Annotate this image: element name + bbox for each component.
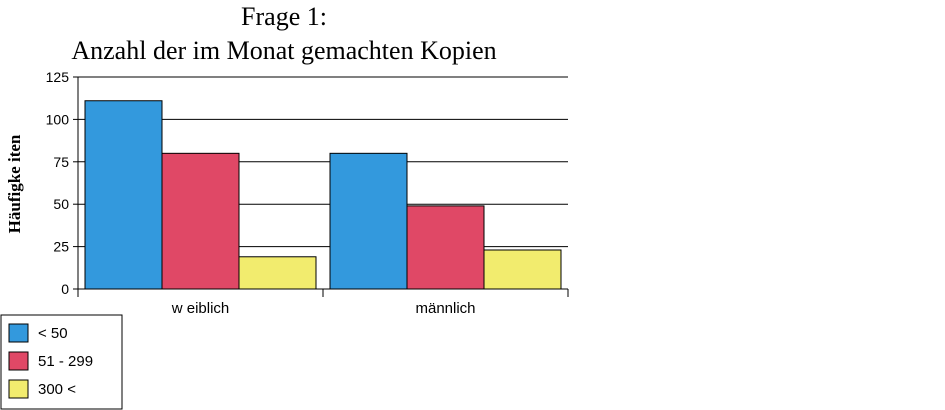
- bar: [329, 152, 408, 290]
- bar: [406, 205, 485, 290]
- bars: [84, 100, 562, 290]
- legend: < 50 51 - 299 300 <: [8, 323, 93, 399]
- legend-label: < 50: [38, 325, 68, 342]
- chart-title-line-1: Frage 1:: [241, 2, 327, 31]
- y-tick-label: 125: [46, 69, 70, 85]
- legend-swatch: [8, 379, 29, 399]
- bar: [483, 249, 562, 290]
- x-tick-label: männlich: [415, 300, 475, 317]
- chart-title-line-2: Anzahl der im Monat gemachten Kopien: [71, 36, 496, 65]
- bar: [84, 100, 163, 290]
- legend-swatch: [8, 323, 29, 343]
- legend-label: 51 - 299: [38, 353, 93, 370]
- legend-swatch: [8, 351, 29, 371]
- y-tick-label: 100: [46, 111, 70, 127]
- bar: [161, 152, 240, 290]
- bar: [238, 256, 317, 290]
- y-tick-label: 0: [61, 281, 69, 297]
- y-tick-label: 50: [53, 196, 69, 212]
- y-axis-label: Häufigke iten: [5, 134, 24, 233]
- y-tick-label: 75: [53, 154, 69, 170]
- axes: 0 25 50 75 100 125 w eiblich männlich: [46, 69, 569, 317]
- x-tick-label: w eiblich: [171, 300, 230, 317]
- y-tick-label: 25: [53, 239, 69, 255]
- legend-label: 300 <: [38, 381, 76, 398]
